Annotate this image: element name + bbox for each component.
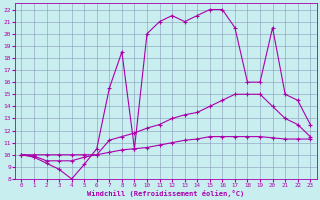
X-axis label: Windchill (Refroidissement éolien,°C): Windchill (Refroidissement éolien,°C) xyxy=(87,190,244,197)
